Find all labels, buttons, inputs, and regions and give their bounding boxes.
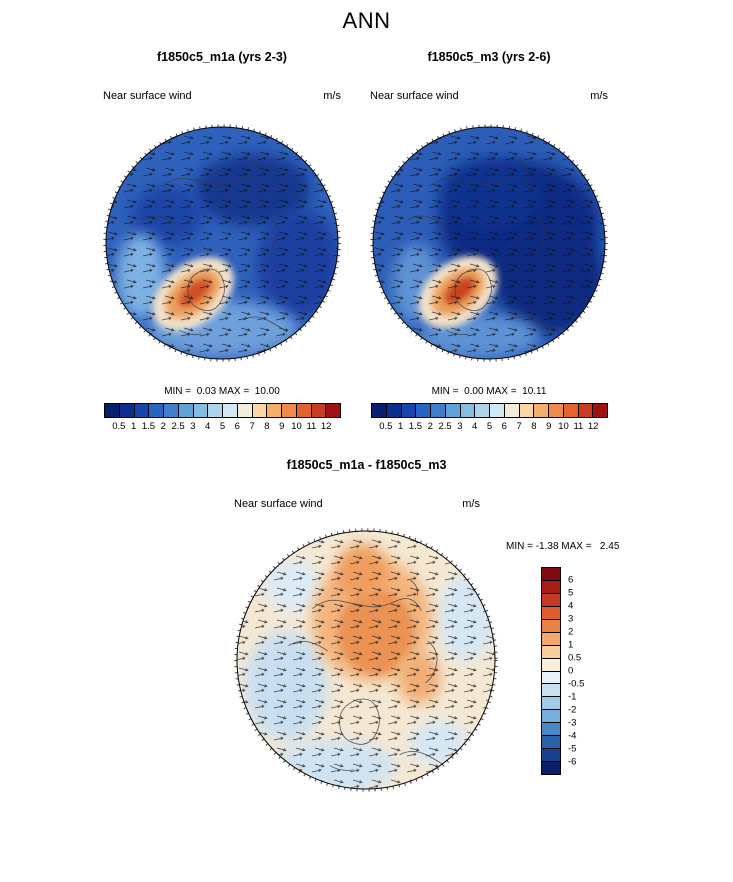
colorbar-speed-left <box>104 403 341 418</box>
panel-diff-units-label: m/s <box>462 498 480 510</box>
map-left-polar-plot <box>103 124 341 362</box>
colorbar-speed-right <box>371 403 608 418</box>
panel-diff-title: f1850c5_m1a - f1850c5_m3 <box>286 458 447 472</box>
colorbar-speed-right-ticks: 0.5 1 1.5 2 2.5 3 4 5 6 7 8 9 10 11 12 <box>379 421 599 432</box>
panel-right-units-label: m/s <box>590 90 608 102</box>
panel-right-field-row: Near surface wind m/s <box>370 90 608 102</box>
map-left-wind-vectors <box>106 127 338 359</box>
panel-left-field-label: Near surface wind <box>103 90 192 102</box>
colorbar-speed-left-ticks: 0.5 1 1.5 2 2.5 3 4 5 6 7 8 9 10 11 12 <box>112 421 332 432</box>
colorbar-diff <box>541 567 561 775</box>
map-left-field-layer <box>106 127 338 359</box>
figure-title: ANN <box>342 8 391 33</box>
panel-left-minmax: MIN = 0.03 MAX = 10.00 <box>164 386 280 397</box>
panel-diff-minmax: MIN = -1.38 MAX = 2.45 <box>506 541 620 552</box>
panel-diff-field-label: Near surface wind <box>234 498 323 510</box>
map-diff-boundary <box>236 530 496 790</box>
map-right-boundary <box>372 126 606 360</box>
map-left-edge-vector-ring <box>103 124 341 362</box>
panel-diff-field-row: Near surface wind m/s <box>234 498 480 510</box>
map-diff-field-layer <box>237 531 495 789</box>
map-right-field-layer <box>373 127 605 359</box>
panel-right-field-label: Near surface wind <box>370 90 459 102</box>
map-diff-polar-plot <box>234 528 498 792</box>
map-right-edge-vector-ring <box>370 124 608 362</box>
map-diff-edge-vector-ring <box>234 528 498 792</box>
panel-left-units-label: m/s <box>323 90 341 102</box>
map-left-boundary <box>105 126 339 360</box>
panel-right-minmax: MIN = 0.00 MAX = 10.11 <box>431 386 547 397</box>
map-diff-wind-vectors <box>237 531 495 789</box>
panel-right-title: f1850c5_m3 (yrs 2-6) <box>427 50 551 64</box>
map-right-wind-vectors <box>373 127 605 359</box>
panel-left-title: f1850c5_m1a (yrs 2-3) <box>157 50 287 64</box>
colorbar-diff-ticks: 6 5 4 3 2 1 0.5 0 -0.5 -1 -2 -3 -4 -5 -6 <box>568 574 585 768</box>
map-right-polar-plot <box>370 124 608 362</box>
panel-left-field-row: Near surface wind m/s <box>103 90 341 102</box>
